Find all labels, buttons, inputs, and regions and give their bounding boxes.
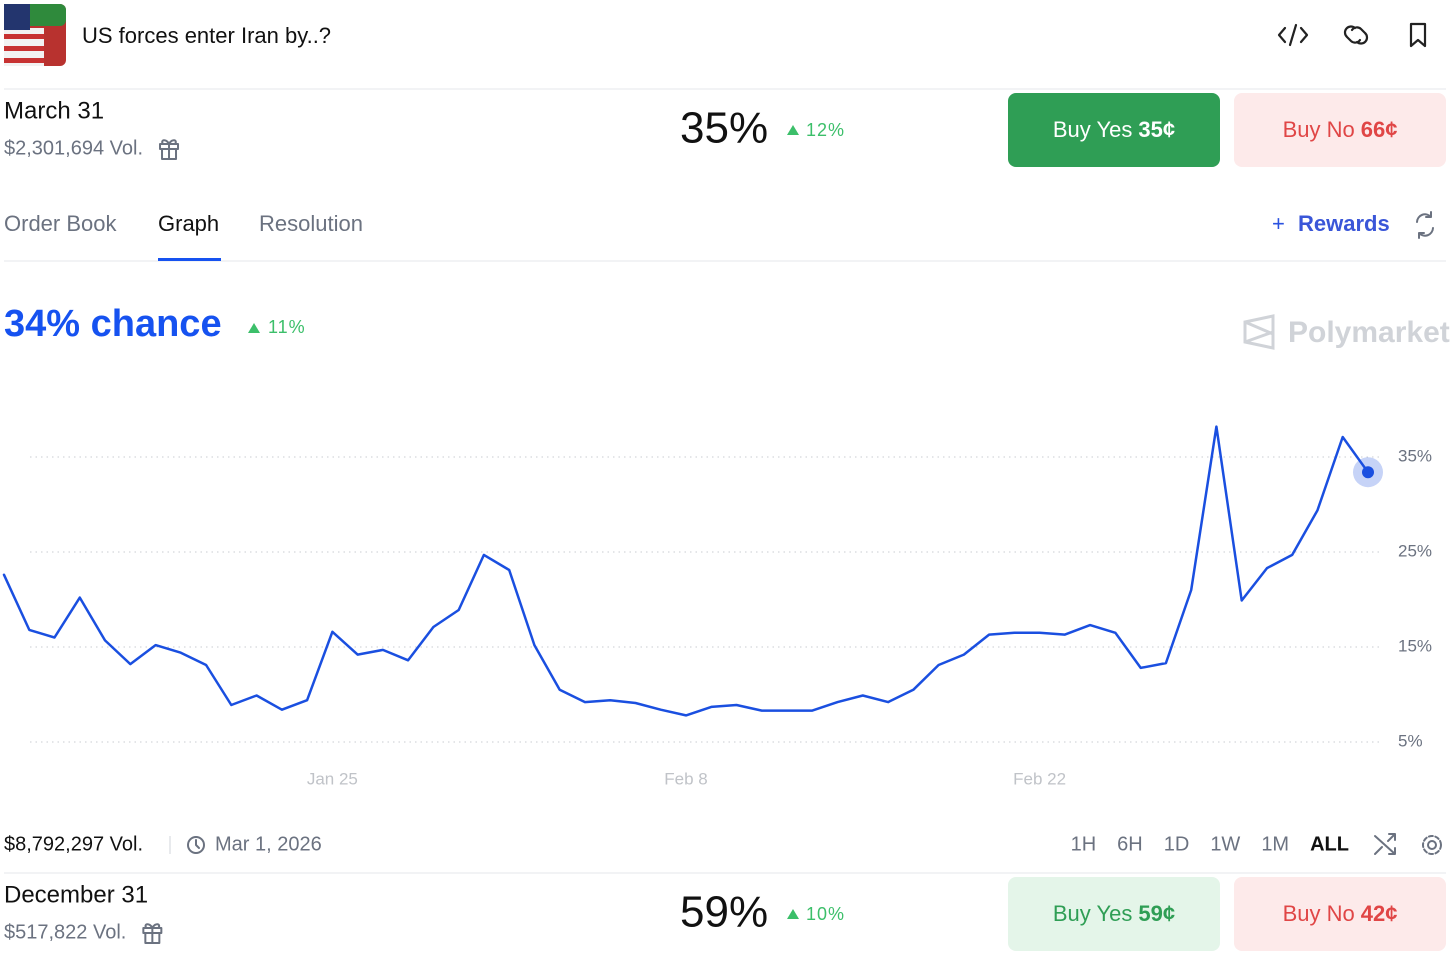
no-price: 66¢ [1361,117,1398,142]
buy-yes-button[interactable] [1008,93,1220,167]
market-volume: $2,301,694 Vol. [4,137,143,159]
current-point [1362,466,1374,479]
price-line [2,425,1370,717]
y-tick-label: 15% [1398,636,1432,655]
tab[interactable]: Order Book [4,211,117,236]
market-name: December 31 [4,881,148,908]
tab[interactable]: Resolution [259,211,363,236]
watermark-logo [1243,314,1275,350]
watermark: Polymarket [1288,316,1450,349]
market-change: 10% [806,904,845,924]
x-tick-label: Feb 22 [1013,769,1066,788]
range-button[interactable]: 1H [1071,833,1097,855]
plus: + [1272,211,1285,236]
buy-yes-text: Buy Yes [1053,117,1133,142]
range-button[interactable]: 1M [1261,833,1289,855]
end-date: Mar 1, 2026 [215,833,322,855]
market-change: 12% [806,120,845,140]
range-button[interactable]: 6H [1117,833,1143,855]
buy-no-button[interactable] [1234,877,1446,951]
market-volume: $517,822 Vol. [4,921,126,943]
buy-yes-button[interactable] [1008,877,1220,951]
shuffle-icon[interactable] [1374,833,1396,855]
embed-icon[interactable] [1277,23,1309,47]
x-tick-label: Feb 8 [664,769,707,788]
buy-yes-label: Buy Yes 59¢ [1053,901,1175,926]
buy-no-button[interactable] [1234,93,1446,167]
market-name: March 31 [4,97,104,124]
yes-price: 59¢ [1138,901,1175,926]
x-tick-label: Jan 25 [307,769,358,788]
tab[interactable]: Graph [158,211,219,236]
total-volume: $8,792,297 Vol. [4,833,143,855]
no-price: 42¢ [1361,901,1398,926]
settings-icon[interactable] [1422,835,1442,855]
market-chance: 59% [680,888,768,937]
y-tick-label: 35% [1398,446,1432,465]
up-arrow [787,909,799,919]
yes-price: 35¢ [1138,117,1175,142]
up-arrow [787,125,799,135]
refresh-icon[interactable] [1416,211,1434,239]
range-button[interactable]: 1D [1164,833,1190,855]
clock-icon [187,836,205,854]
y-tick-label: 25% [1398,541,1432,560]
page-title: US forces enter Iran by..? [82,23,331,48]
gift-icon [159,139,180,160]
up-arrow [248,323,260,333]
thumbnail [4,4,66,66]
chart-change: 11% [268,317,306,337]
link-icon[interactable] [1343,25,1369,45]
y-tick-label: 5% [1398,731,1423,750]
range-button[interactable]: ALL [1310,833,1349,855]
buy-no-label: Buy No 66¢ [1283,117,1398,142]
chart-title: 34% chance [4,303,222,345]
rewards-link[interactable]: Rewards [1298,211,1390,236]
buy-no-text: Buy No [1283,117,1355,142]
buy-yes-text: Buy Yes [1053,901,1133,926]
gift-icon [142,923,163,944]
bookmark-icon[interactable] [1409,22,1427,48]
buy-yes-label: Buy Yes 35¢ [1053,117,1175,142]
range-button[interactable]: 1W [1210,833,1240,855]
market-chance: 35% [680,104,768,153]
buy-no-text: Buy No [1283,901,1355,926]
buy-no-label: Buy No 42¢ [1283,901,1398,926]
active-tab-underline [158,258,221,261]
